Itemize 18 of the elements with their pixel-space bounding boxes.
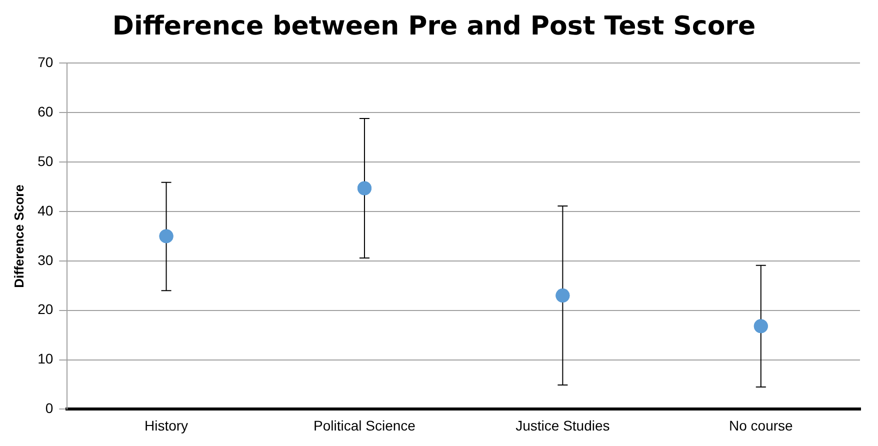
y-tick-label: 10 <box>38 350 54 367</box>
y-tick-label: 70 <box>38 54 54 70</box>
y-tick-label: 0 <box>45 400 54 416</box>
point <box>357 181 372 196</box>
point <box>754 319 768 334</box>
x-tick-label: History <box>144 417 188 434</box>
y-tick-label: 60 <box>38 103 54 120</box>
y-axis-title: Difference Score <box>11 184 26 288</box>
y-tick-label: 20 <box>38 301 54 318</box>
x-tick-label: No course <box>728 417 794 434</box>
x-tick-label: Justice Studies <box>516 417 610 434</box>
y-tick-label: 40 <box>38 202 54 218</box>
point <box>556 288 570 303</box>
y-tick-label: 30 <box>38 252 54 268</box>
x-tick-label: Political Science <box>314 417 416 434</box>
chart-title: Difference between Pre and Post Test Score <box>112 11 756 42</box>
point <box>159 229 174 244</box>
y-tick-label: 50 <box>38 152 54 169</box>
